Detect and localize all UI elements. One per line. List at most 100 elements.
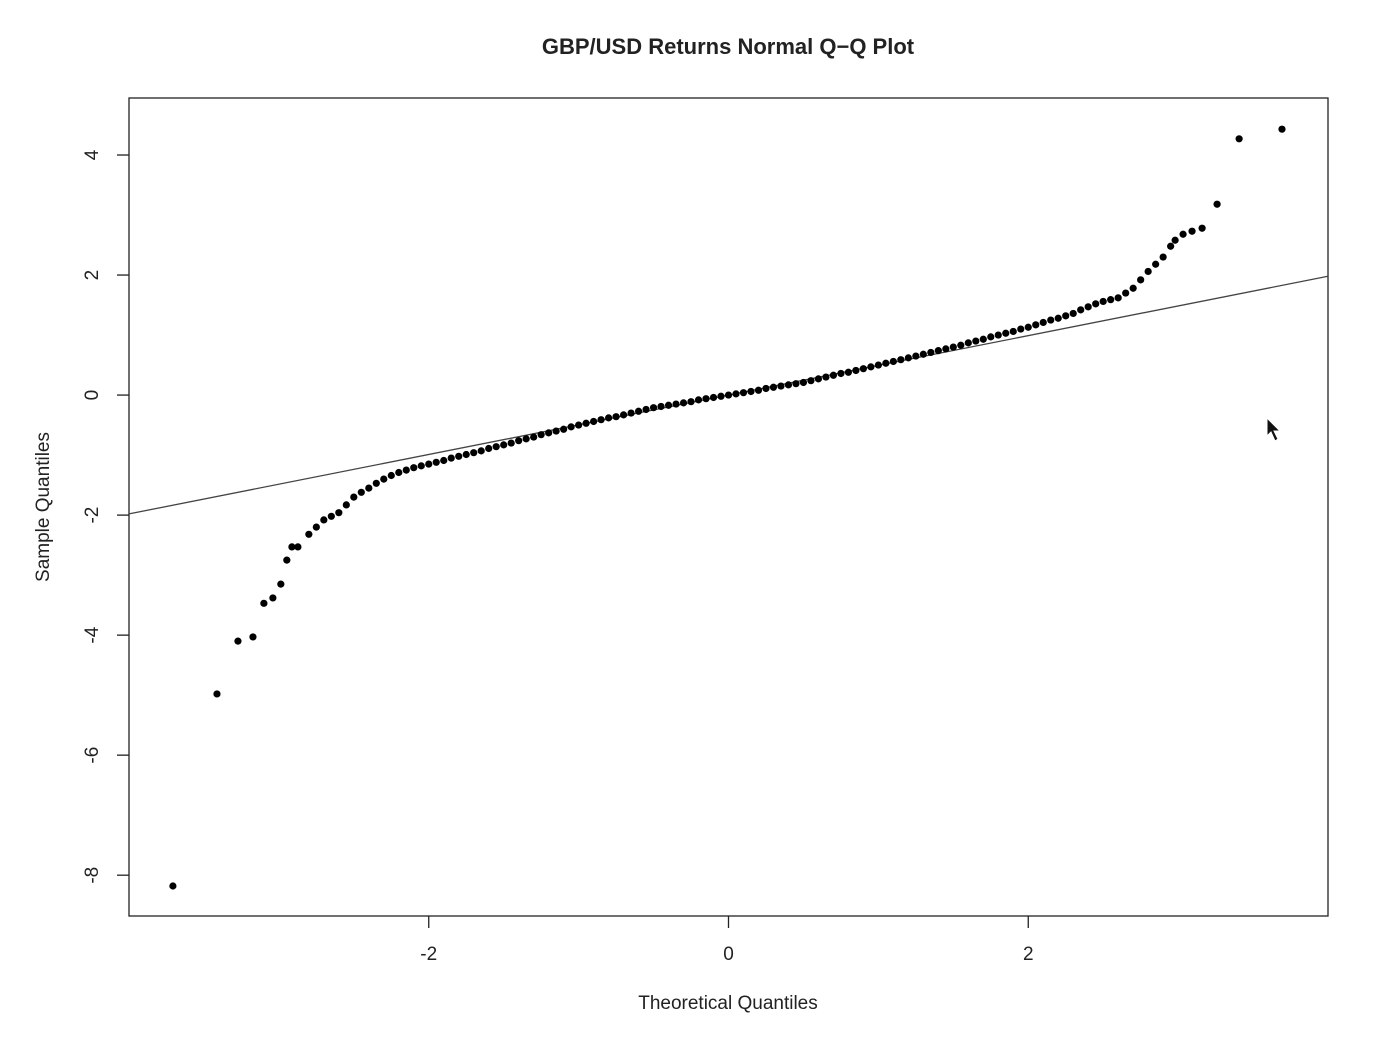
y-tick-label: -2	[82, 507, 103, 524]
point	[979, 335, 987, 343]
point	[1129, 284, 1137, 292]
point	[627, 409, 635, 417]
point	[1152, 260, 1160, 268]
point	[590, 417, 598, 426]
y-tick-label: 2	[82, 270, 103, 281]
point	[792, 380, 800, 388]
point	[987, 333, 995, 341]
point	[732, 390, 740, 398]
point	[455, 452, 463, 460]
point	[1047, 316, 1055, 324]
point	[462, 450, 470, 459]
point	[949, 343, 957, 351]
point	[799, 378, 808, 387]
point	[739, 389, 748, 397]
point	[942, 345, 950, 353]
point	[822, 373, 830, 381]
point	[575, 421, 583, 429]
point	[552, 427, 560, 435]
point	[852, 366, 860, 375]
y-tick-label: -8	[82, 867, 103, 884]
point	[1198, 224, 1206, 232]
point	[1179, 230, 1187, 238]
point	[1092, 300, 1100, 308]
point	[387, 471, 395, 480]
point	[1024, 323, 1032, 331]
point	[312, 523, 320, 531]
point	[1009, 327, 1017, 336]
point	[249, 633, 257, 641]
point	[327, 512, 335, 520]
point	[619, 411, 628, 419]
x-axis-label: Theoretical Quantiles	[638, 993, 818, 1014]
point	[874, 361, 882, 369]
point	[515, 437, 523, 445]
point	[1278, 125, 1286, 133]
point	[717, 392, 725, 400]
point	[380, 475, 388, 483]
point	[492, 443, 500, 451]
x-tick-label: 2	[1023, 944, 1034, 965]
point	[882, 359, 890, 367]
point	[927, 348, 935, 357]
point	[702, 395, 710, 403]
point	[417, 462, 425, 470]
point	[664, 401, 673, 409]
point	[649, 404, 658, 412]
point	[582, 419, 590, 427]
point	[470, 449, 478, 457]
point	[213, 690, 221, 698]
point	[365, 484, 373, 492]
point	[530, 433, 538, 441]
point	[769, 383, 778, 391]
point	[1107, 296, 1115, 304]
point	[1069, 309, 1077, 318]
point	[829, 371, 838, 379]
x-tick-label: -2	[420, 944, 437, 965]
point	[440, 456, 448, 465]
point	[560, 425, 568, 433]
point	[1054, 314, 1062, 322]
point	[294, 543, 302, 551]
point	[1213, 200, 1221, 208]
point	[402, 466, 410, 474]
point	[814, 375, 823, 383]
point	[919, 350, 927, 358]
point	[288, 543, 296, 551]
y-tick-label: 4	[82, 149, 103, 160]
point	[1171, 236, 1179, 244]
y-tick-label: -6	[82, 747, 103, 764]
mouse-cursor	[1266, 416, 1282, 442]
point	[897, 356, 905, 364]
point	[762, 384, 770, 393]
point	[837, 369, 845, 378]
point	[679, 399, 688, 407]
point	[1099, 297, 1107, 306]
point	[957, 341, 965, 349]
y-tick-label: 0	[82, 390, 103, 401]
point	[612, 413, 620, 421]
chart-title: GBP/USD Returns Normal Q−Q Plot	[542, 34, 915, 59]
point	[1062, 312, 1070, 320]
point	[234, 637, 242, 645]
point	[283, 556, 291, 564]
point	[425, 460, 433, 468]
point	[1084, 303, 1092, 311]
point	[485, 444, 493, 453]
point	[169, 882, 177, 890]
point	[709, 393, 718, 402]
point	[357, 488, 365, 496]
point	[1137, 276, 1145, 284]
y-axis-label: Sample Quantiles	[33, 432, 54, 582]
point	[372, 479, 380, 487]
point	[1144, 267, 1152, 276]
point	[395, 468, 403, 477]
point	[1017, 325, 1025, 333]
point	[859, 365, 867, 373]
point	[904, 354, 912, 362]
point	[777, 382, 785, 390]
point	[447, 454, 455, 462]
point	[657, 402, 665, 411]
y-tick-label: -4	[82, 626, 103, 643]
